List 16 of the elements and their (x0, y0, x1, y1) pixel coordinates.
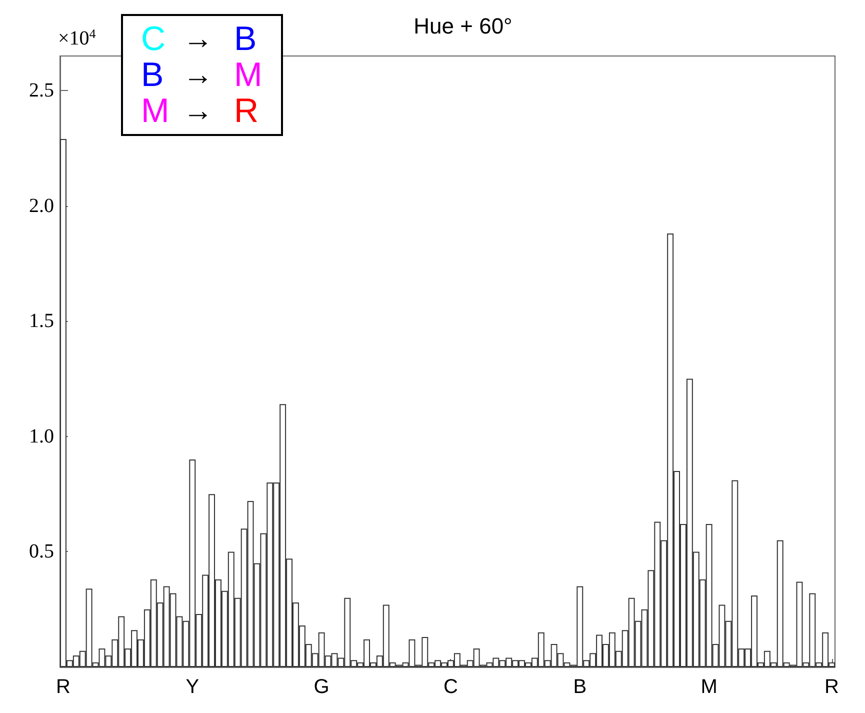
x-tick-label: B (573, 676, 587, 698)
x-tick-label: R (824, 676, 839, 698)
annotation: M → R (141, 92, 259, 130)
x-tick-label: C (444, 676, 458, 698)
y-tick-label: 1.0 (29, 425, 54, 448)
x-tick-label: G (314, 676, 330, 698)
y-tick-label: 2.0 (29, 194, 54, 217)
y-tick-label: 0.5 (29, 540, 54, 563)
y-tick-label: 2.5 (29, 80, 54, 102)
y-tick-label: 1.5 (29, 310, 54, 332)
x-tick-label: M (700, 676, 718, 698)
x-tick-label: R (56, 676, 70, 698)
annotation: C → B (141, 20, 257, 58)
annotation: B → M (141, 56, 262, 94)
chart-title: Hue + 60° (414, 14, 512, 38)
x-tick-label: Y (186, 676, 200, 698)
